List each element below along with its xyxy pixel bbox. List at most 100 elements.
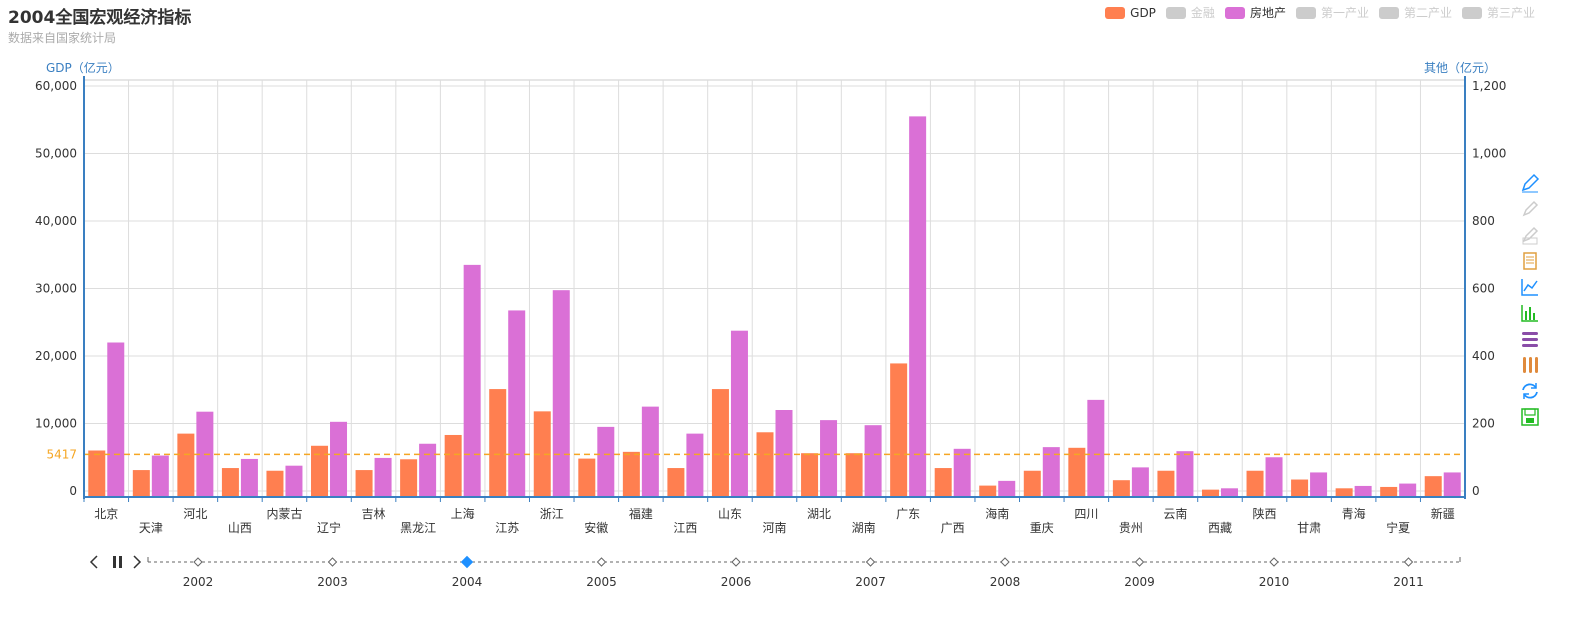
bar-realestate-28[interactable] [1354, 485, 1372, 497]
bar-gdp-13[interactable] [667, 468, 685, 497]
bar-realestate-23[interactable] [1131, 467, 1149, 497]
timeline-point-2005[interactable] [596, 557, 607, 567]
bar-realestate-0[interactable] [107, 342, 125, 498]
bar-gdp-22[interactable] [1068, 447, 1086, 497]
bar-gdp-15[interactable] [756, 432, 774, 497]
bar-gdp-29[interactable] [1380, 486, 1398, 497]
bar-gdp-2[interactable] [177, 433, 195, 497]
bar-gdp-4[interactable] [266, 470, 284, 497]
bar-gdp-19[interactable] [934, 468, 952, 497]
mark-clear-icon[interactable] [1519, 224, 1541, 246]
timeline-point-2009[interactable] [1134, 557, 1145, 567]
bar-gdp-23[interactable] [1112, 480, 1130, 497]
bar-realestate-16[interactable] [820, 420, 838, 497]
bar-realestate-7[interactable] [419, 443, 437, 497]
bar-realestate-20[interactable] [998, 480, 1016, 497]
bar-realestate-21[interactable] [1042, 447, 1060, 497]
timeline-year-label[interactable]: 2008 [990, 575, 1021, 589]
timeline-next-icon[interactable] [133, 555, 142, 569]
bar-gdp-17[interactable] [845, 453, 863, 497]
bar-realestate-10[interactable] [552, 290, 570, 497]
bar-gdp-21[interactable] [1023, 470, 1041, 497]
bar-realestate-1[interactable] [151, 455, 169, 497]
bar-realestate-18[interactable] [909, 116, 927, 497]
legend-item-4[interactable]: 第二产业 [1378, 4, 1452, 21]
bar-realestate-5[interactable] [330, 421, 348, 497]
bar-gdp-25[interactable] [1201, 489, 1219, 497]
timeline-point-2004[interactable] [460, 555, 474, 569]
bar-gdp-11[interactable] [578, 458, 596, 497]
bar-gdp-24[interactable] [1157, 470, 1175, 497]
timeline-year-label[interactable]: 2002 [183, 575, 214, 589]
bar-realestate-24[interactable] [1176, 451, 1194, 497]
bar-gdp-30[interactable] [1424, 476, 1442, 497]
bar-gdp-0[interactable] [88, 450, 106, 498]
timeline-year-label[interactable]: 2009 [1124, 575, 1155, 589]
bar-realestate-17[interactable] [864, 425, 882, 497]
bar-gdp-20[interactable] [979, 485, 997, 497]
timeline-pause-icon-bar[interactable] [113, 556, 116, 568]
bar-realestate-27[interactable] [1310, 472, 1328, 497]
timeline-prev-icon[interactable] [89, 555, 98, 569]
bar-gdp-6[interactable] [355, 470, 373, 497]
save-image-icon[interactable] [1519, 406, 1541, 428]
legend-item-1[interactable]: 金融 [1165, 4, 1215, 21]
bar-gdp-14[interactable] [711, 389, 729, 497]
mark-undo-icon[interactable] [1519, 198, 1541, 220]
timeline-year-label[interactable]: 2007 [855, 575, 886, 589]
timeline-year-label[interactable]: 2011 [1393, 575, 1424, 589]
stack-icon[interactable] [1519, 328, 1541, 350]
timeline-year-label[interactable]: 2003 [317, 575, 348, 589]
legend-item-3[interactable]: 第一产业 [1295, 4, 1369, 21]
bar-gdp-8[interactable] [444, 434, 462, 497]
bar-realestate-19[interactable] [953, 448, 971, 497]
bar-gdp-10[interactable] [533, 411, 551, 497]
bar-realestate-22[interactable] [1087, 399, 1105, 497]
data-view-icon[interactable] [1519, 250, 1541, 272]
bar-gdp-3[interactable] [221, 468, 239, 497]
tiled-icon[interactable] [1519, 354, 1541, 376]
bar-realestate-9[interactable] [508, 310, 526, 497]
timeline-point-2011[interactable] [1403, 557, 1414, 567]
bar-gdp-28[interactable] [1335, 488, 1353, 497]
timeline-pause-icon-bar[interactable] [119, 556, 122, 568]
bar-realestate-15[interactable] [775, 410, 793, 497]
bar-realestate-11[interactable] [597, 426, 615, 497]
bar-realestate-3[interactable] [240, 458, 258, 497]
timeline-point-2010[interactable] [1269, 557, 1279, 567]
bar-gdp-12[interactable] [622, 451, 640, 497]
bar-realestate-14[interactable] [730, 330, 748, 497]
bar-gdp-1[interactable] [132, 470, 150, 497]
bar-realestate-12[interactable] [641, 406, 659, 497]
timeline-point-2008[interactable] [1000, 557, 1010, 567]
bar-gdp-18[interactable] [890, 363, 908, 497]
bar-realestate-13[interactable] [686, 433, 704, 497]
timeline-year-label[interactable]: 2005 [586, 575, 617, 589]
timeline-point-2006[interactable] [731, 557, 741, 567]
timeline-point-2003[interactable] [327, 557, 338, 567]
restore-icon[interactable] [1519, 380, 1541, 402]
bar-gdp-9[interactable] [489, 389, 507, 497]
bar-gdp-7[interactable] [400, 459, 418, 497]
bar-realestate-26[interactable] [1265, 457, 1283, 497]
mark-icon[interactable] [1519, 172, 1541, 194]
bar-realestate-30[interactable] [1443, 472, 1461, 497]
legend-item-0[interactable]: GDP [1105, 4, 1156, 21]
bar-gdp-27[interactable] [1291, 479, 1309, 497]
line-chart-icon[interactable] [1519, 276, 1541, 298]
timeline-year-label[interactable]: 2010 [1259, 575, 1290, 589]
legend-item-5[interactable]: 第三产业 [1461, 4, 1535, 21]
bar-realestate-8[interactable] [463, 264, 481, 497]
legend-item-2[interactable]: 房地产 [1224, 4, 1286, 21]
bar-realestate-29[interactable] [1399, 483, 1417, 497]
bar-realestate-25[interactable] [1220, 488, 1238, 497]
timeline-point-2002[interactable] [193, 557, 203, 567]
timeline-year-label[interactable]: 2006 [721, 575, 752, 589]
bar-chart-icon[interactable] [1519, 302, 1541, 324]
bar-gdp-26[interactable] [1246, 470, 1264, 497]
bar-realestate-6[interactable] [374, 457, 392, 497]
timeline-year-label[interactable]: 2004 [452, 575, 483, 589]
bar-gdp-16[interactable] [801, 453, 819, 497]
bar-gdp-5[interactable] [311, 445, 329, 497]
timeline-point-2007[interactable] [865, 557, 876, 567]
